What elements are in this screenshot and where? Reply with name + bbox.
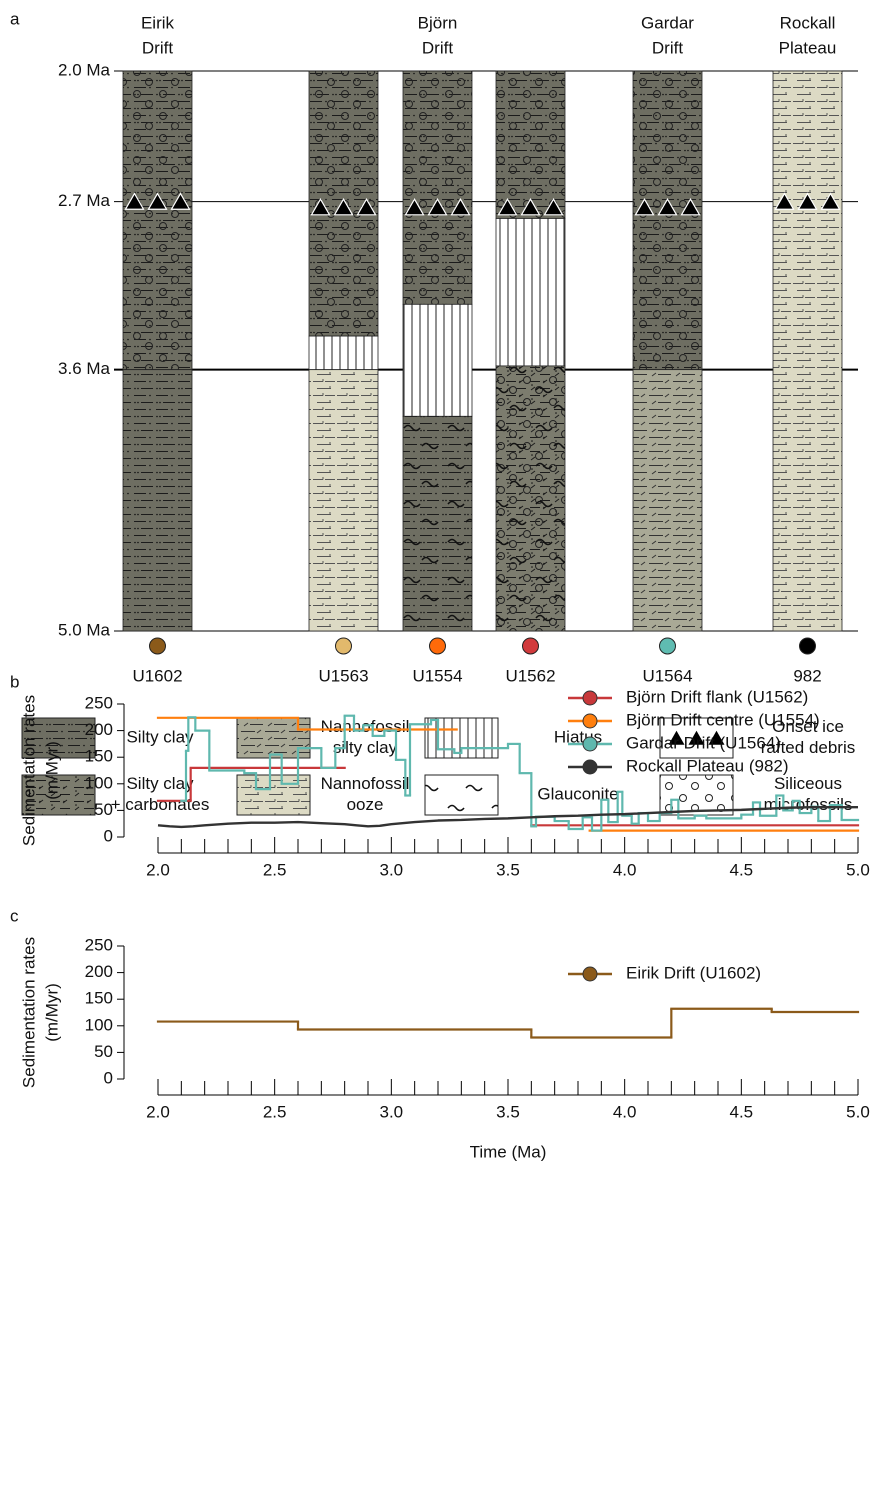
- site-dot: [800, 638, 816, 654]
- legend-marker: [583, 760, 597, 774]
- x-tick-label: 2.5: [263, 1102, 287, 1121]
- y-axis-label: Sedimentation rates: [19, 695, 38, 846]
- lithology-overlay: [496, 366, 565, 631]
- site-label: U1602: [132, 666, 182, 685]
- lithology-layer: [403, 304, 472, 416]
- x-tick-label: 4.0: [613, 1102, 637, 1121]
- region-label: Drift: [422, 38, 453, 57]
- panel-label: c: [10, 906, 19, 925]
- legend-marker: [583, 691, 597, 705]
- lithology-layer: [633, 370, 702, 631]
- region-label: Rockall: [780, 13, 836, 32]
- y-tick-label: 0: [104, 826, 113, 845]
- y-tick-label: 200: [85, 720, 113, 739]
- lithology-overlay: [123, 71, 192, 370]
- y-tick-label: 250: [85, 935, 113, 954]
- site-label: U1564: [642, 666, 692, 685]
- x-tick-label: 2.0: [146, 1102, 170, 1121]
- x-tick-label: 3.5: [496, 1102, 520, 1121]
- y-axis-label: (m/Myr): [42, 983, 61, 1042]
- lithology-layer: [123, 370, 192, 631]
- y-tick-label: 150: [85, 747, 113, 766]
- figure: a 2.0 Ma 2.7 Ma 3.6 Ma 5.0 Ma U1602 Eirik Drift…: [0, 0, 874, 1511]
- lithology-overlay: [403, 416, 472, 631]
- region-label: Björn: [418, 13, 458, 32]
- age-label: 2.7 Ma: [58, 191, 111, 210]
- legend-label: Silty clay: [126, 727, 194, 746]
- legend-label: Eirik Drift (U1602): [626, 963, 761, 982]
- page: a 2.0 Ma 2.7 Ma 3.6 Ma 5.0 Ma U1602 Eirik Drift…: [0, 0, 874, 1511]
- region-label: Plateau: [779, 38, 837, 57]
- panel-label: b: [10, 672, 19, 691]
- x-tick-label: 3.0: [380, 860, 404, 879]
- site-dot: [430, 638, 446, 654]
- y-tick-label: 0: [104, 1068, 113, 1087]
- y-tick-label: 50: [94, 800, 113, 819]
- legend-label: Silty clay: [126, 774, 194, 793]
- site-label: U1563: [318, 666, 368, 685]
- y-tick-label: 100: [85, 1015, 113, 1034]
- lithology-overlay: [403, 71, 472, 304]
- y-tick-label: 200: [85, 962, 113, 981]
- legend-swatch-overlay: [425, 775, 498, 815]
- region-label: Eirik: [141, 13, 175, 32]
- site-dot: [150, 638, 166, 654]
- legend-label: Siliceous: [774, 774, 842, 793]
- legend-label: Björn Drift centre (U1554): [626, 710, 820, 729]
- y-axis-label: (m/Myr): [42, 741, 61, 800]
- x-tick-label: 2.5: [263, 860, 287, 879]
- lithology-overlay: [633, 71, 702, 370]
- legend-label: Nannofossil: [321, 774, 410, 793]
- y-tick-label: 50: [94, 1042, 113, 1061]
- x-tick-label: 5.0: [846, 1102, 870, 1121]
- lithology-layer: [309, 370, 378, 631]
- region-label: Drift: [142, 38, 173, 57]
- age-label: 5.0 Ma: [58, 620, 111, 639]
- region-label: Gardar: [641, 13, 694, 32]
- legend-label: Björn Drift flank (U1562): [626, 687, 808, 706]
- lithology-layer: [773, 71, 842, 631]
- site-label: U1562: [505, 666, 555, 685]
- site-dot: [336, 638, 352, 654]
- legend-label: Gardar Drift (U1564): [626, 733, 781, 752]
- site-label: U1554: [412, 666, 462, 685]
- site-dot: [660, 638, 676, 654]
- y-axis-label: Sedimentation rates: [19, 937, 38, 1088]
- site-dot: [523, 638, 539, 654]
- region-label: Drift: [652, 38, 683, 57]
- legend-marker: [583, 737, 597, 751]
- x-tick-label: 3.0: [380, 1102, 404, 1121]
- x-tick-label: 3.5: [496, 860, 520, 879]
- x-tick-label: 5.0: [846, 860, 870, 879]
- lithology-overlay: [496, 71, 565, 218]
- age-label: 2.0 Ma: [58, 60, 111, 79]
- site-label: 982: [793, 666, 821, 685]
- panel-label: a: [10, 9, 20, 28]
- y-tick-label: 100: [85, 773, 113, 792]
- age-label: 3.6 Ma: [58, 359, 111, 378]
- legend-marker: [583, 967, 597, 981]
- lithology-layer: [309, 336, 378, 370]
- legend-label: ooze: [347, 795, 384, 814]
- x-axis-label: Time (Ma): [470, 1142, 547, 1161]
- x-tick-label: 4.5: [730, 860, 754, 879]
- legend-label: + carbonates: [111, 795, 210, 814]
- y-tick-label: 150: [85, 989, 113, 1008]
- x-tick-label: 2.0: [146, 860, 170, 879]
- legend-label: Rockall Plateau (982): [626, 756, 789, 775]
- x-tick-label: 4.5: [730, 1102, 754, 1121]
- y-tick-label: 250: [85, 693, 113, 712]
- legend-marker: [583, 714, 597, 728]
- x-tick-label: 4.0: [613, 860, 637, 879]
- lithology-layer: [496, 218, 565, 365]
